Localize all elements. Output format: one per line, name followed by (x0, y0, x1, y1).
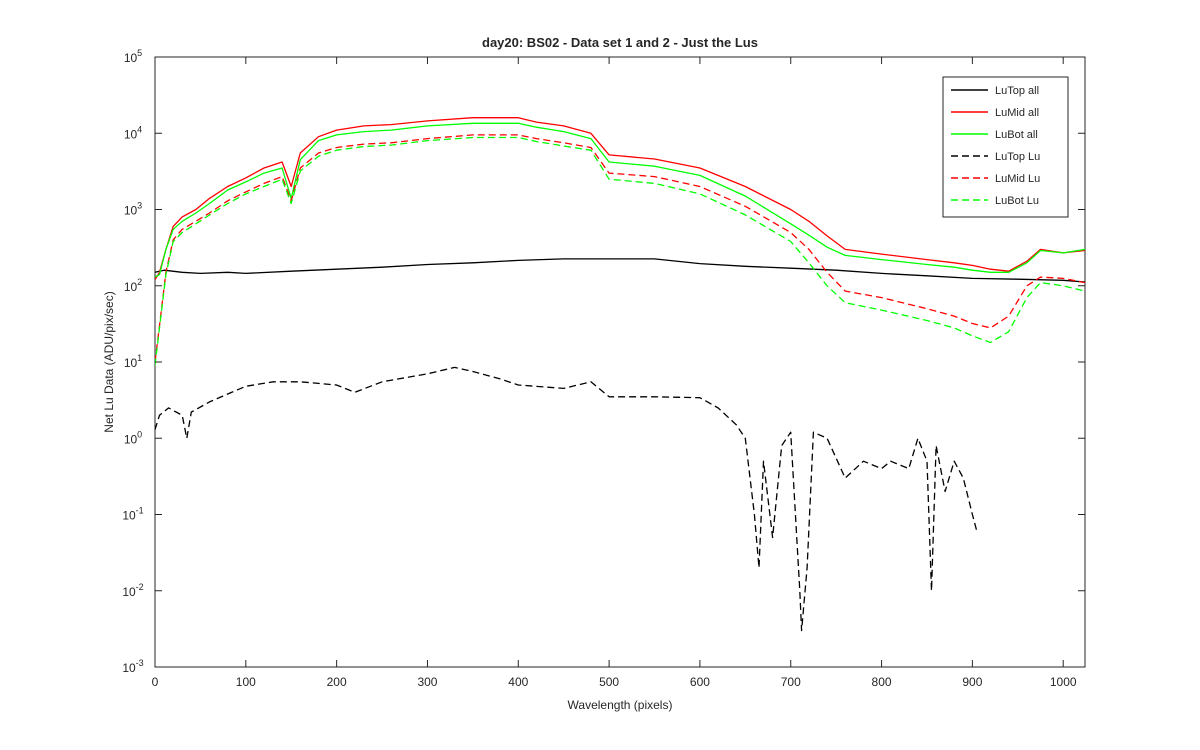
series-line-5 (155, 134, 1085, 363)
legend-label: LuTop all (995, 85, 1039, 97)
y-tick-base: 10 (124, 51, 138, 65)
y-tick-exponent: 1 (137, 353, 142, 363)
x-tick-label: 500 (599, 675, 619, 689)
x-tick-label: 600 (690, 675, 710, 689)
series-line-6 (155, 136, 1085, 366)
legend-label: LuMid Lu (995, 173, 1040, 185)
y-tick-label: 10-2 (122, 582, 143, 599)
y-tick-exponent: 5 (137, 48, 142, 58)
y-tick-label: 10-3 (122, 658, 143, 675)
x-tick-label: 100 (236, 675, 256, 689)
x-tick-label: 800 (872, 675, 892, 689)
legend: LuTop all LuMid all LuBot all LuTop Lu LuMid… (942, 76, 1069, 218)
legend-label: LuMid all (995, 107, 1039, 119)
series-line-1 (155, 258, 1085, 283)
y-tick-exponent: -3 (136, 658, 144, 668)
series-line-2 (155, 117, 1085, 281)
y-tick-base: 10 (124, 280, 138, 294)
legend-label: LuBot all (995, 129, 1038, 141)
y-tick-label: 104 (124, 124, 142, 141)
y-tick-label: 103 (124, 201, 142, 218)
series-line-4 (155, 366, 978, 632)
x-tick-label: 700 (781, 675, 801, 689)
x-tick-label: 300 (417, 675, 437, 689)
x-axis-label: Wavelength (pixels) (568, 698, 673, 712)
chart-title: day20: BS02 - Data set 1 and 2 - Just th… (482, 35, 758, 50)
y-tick-label: 105 (124, 48, 142, 65)
series-layer (155, 117, 1085, 632)
y-tick-base: 10 (122, 585, 136, 599)
y-tick-exponent: -1 (136, 506, 144, 516)
y-tick-label: 100 (124, 429, 142, 446)
series-line-3 (155, 122, 1085, 278)
legend-label: LuBot Lu (995, 195, 1039, 207)
y-tick-base: 10 (124, 127, 138, 141)
x-tick-label: 400 (508, 675, 528, 689)
y-tick-base: 10 (124, 204, 138, 218)
y-tick-base: 10 (124, 432, 138, 446)
y-tick-label: 101 (124, 353, 142, 370)
legend-box (942, 76, 1069, 218)
axis-ticks: 0 100 200 300 400 500 600 700 800 900 100010-310-2… (122, 48, 1085, 689)
x-tick-label: 1000 (1050, 675, 1077, 689)
y-tick-base: 10 (122, 661, 136, 675)
y-tick-base: 10 (122, 509, 136, 523)
y-tick-exponent: 2 (137, 277, 142, 287)
y-tick-exponent: 3 (137, 201, 142, 211)
y-axis-label: Net Lu Data (ADU/pix/sec) (102, 291, 116, 432)
x-tick-label: 0 (152, 675, 159, 689)
legend-label: LuTop Lu (995, 151, 1040, 163)
x-tick-label: 200 (327, 675, 347, 689)
y-tick-exponent: -2 (136, 582, 144, 592)
x-tick-label: 900 (962, 675, 982, 689)
y-tick-exponent: 4 (137, 124, 142, 134)
y-tick-label: 10-1 (122, 506, 143, 523)
y-tick-label: 102 (124, 277, 142, 294)
y-tick-base: 10 (124, 356, 138, 370)
y-tick-exponent: 0 (137, 429, 142, 439)
